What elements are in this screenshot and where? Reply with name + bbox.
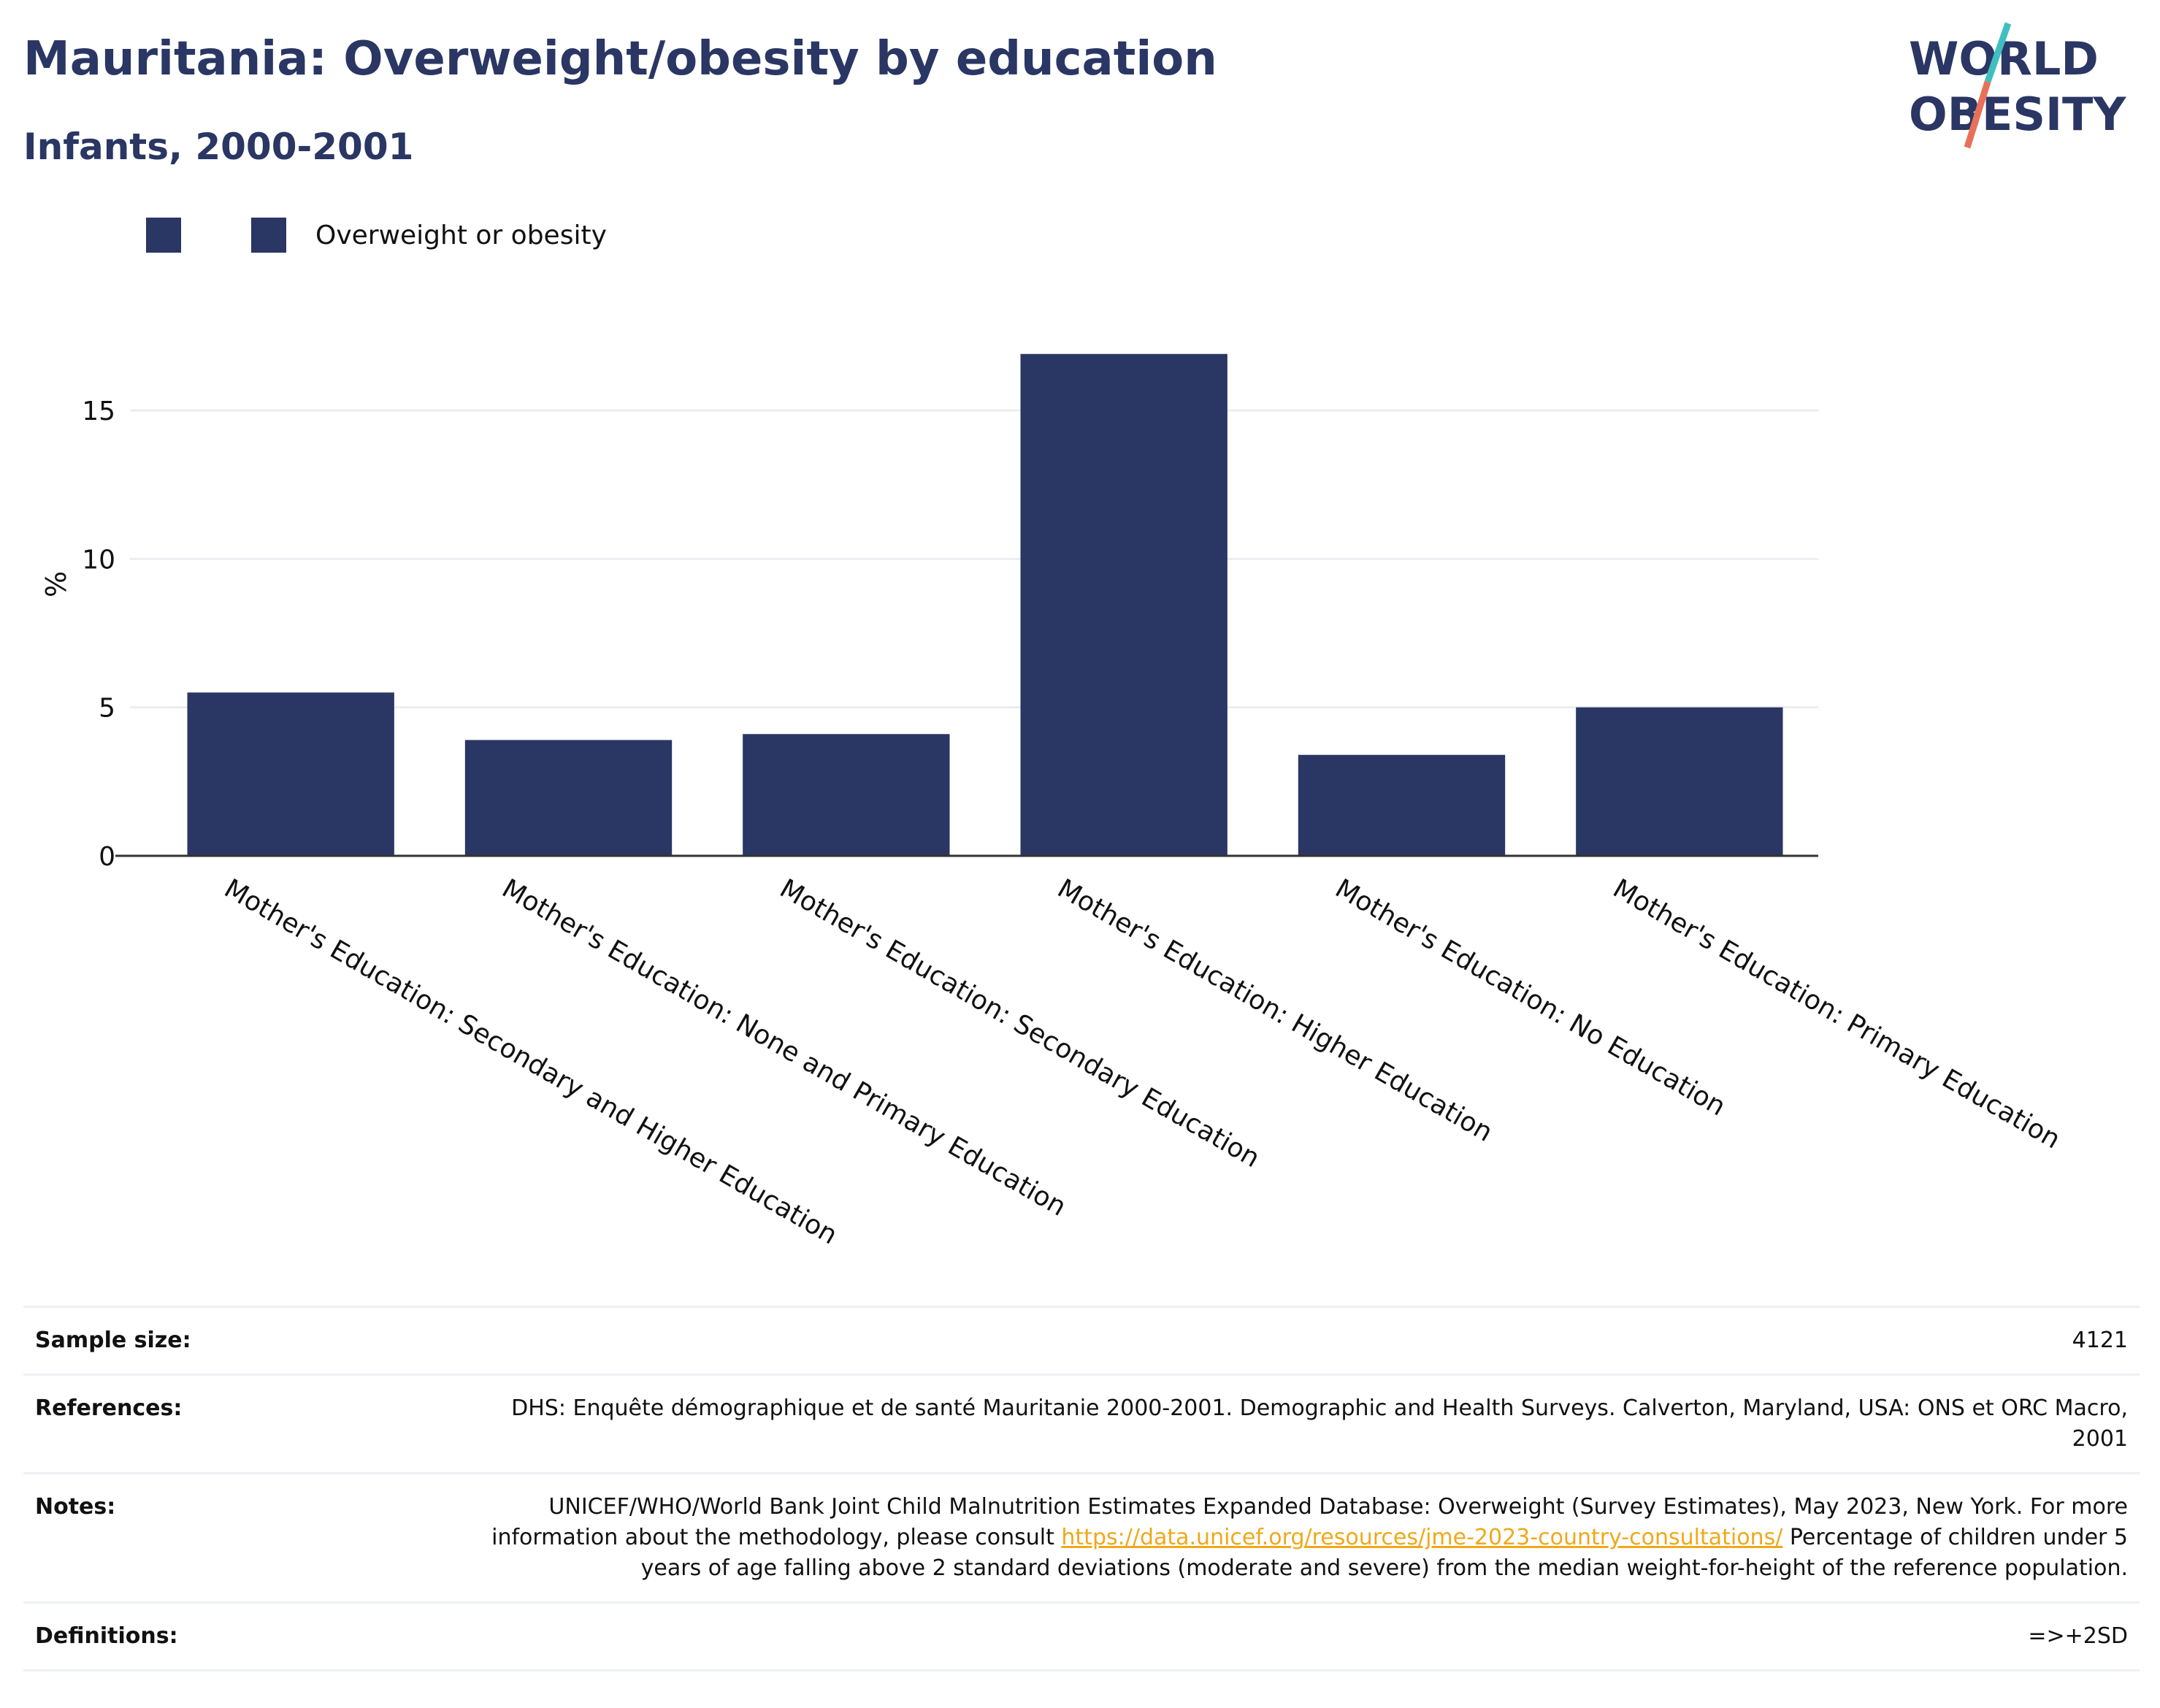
bars bbox=[115, 353, 1818, 857]
y-tick-label: 0 bbox=[99, 842, 115, 872]
y-tick-label: 5 bbox=[99, 694, 115, 724]
legend-swatch bbox=[251, 218, 286, 253]
logo-line2: OBESITY bbox=[1909, 88, 2126, 141]
info-table: Sample size: 4121 References: DHS: Enquê… bbox=[23, 1306, 2140, 1671]
x-tick-labels: Mother's Education: Secondary and Higher… bbox=[219, 873, 2065, 1250]
references-label: References: bbox=[23, 1374, 456, 1474]
definitions-label: Definitions: bbox=[23, 1601, 456, 1671]
logo-slash-coral bbox=[1964, 80, 1991, 149]
notes-row: Notes: UNICEF/WHO/World Bank Joint Child… bbox=[23, 1472, 2140, 1603]
sample-size-row: Sample size: 4121 bbox=[23, 1306, 2140, 1375]
bar[interactable] bbox=[187, 692, 394, 856]
notes-label: Notes: bbox=[23, 1472, 456, 1603]
notes-value: UNICEF/WHO/World Bank Joint Child Malnut… bbox=[456, 1472, 2140, 1603]
bar[interactable] bbox=[1020, 353, 1228, 856]
x-tick-label: Mother's Education: Secondary Education bbox=[775, 873, 1265, 1173]
bar[interactable] bbox=[743, 734, 950, 856]
bar[interactable] bbox=[1298, 754, 1506, 856]
x-tick-label: Mother's Education: Primary Education bbox=[1608, 873, 2065, 1154]
legend-label: Overweight or obesity bbox=[315, 220, 607, 250]
y-tick-labels: 0 5 10 15 bbox=[82, 397, 115, 872]
y-tick-label: 15 bbox=[82, 397, 115, 426]
sample-size-label: Sample size: bbox=[23, 1306, 456, 1375]
gridlines bbox=[130, 409, 1818, 709]
definitions-row: Definitions: =>+2SD bbox=[23, 1601, 2140, 1671]
x-tick-label: Mother's Education: None and Primary Edu… bbox=[497, 873, 1071, 1222]
x-tick-label: Mother's Education: Secondary and Higher… bbox=[219, 873, 842, 1250]
sample-size-value: 4121 bbox=[456, 1306, 2140, 1375]
chart-legend: Overweight or obesity bbox=[146, 216, 607, 254]
y-tick-label: 10 bbox=[82, 545, 115, 575]
notes-link[interactable]: https://data.unicef.org/resources/jme-20… bbox=[1061, 1525, 1783, 1550]
x-tick-label: Mother's Education: Higher Education bbox=[1052, 873, 1498, 1148]
bar[interactable] bbox=[1576, 707, 1783, 856]
references-row: References: DHS: Enquête démographique e… bbox=[23, 1374, 2140, 1474]
y-axis-label: % bbox=[39, 571, 71, 597]
bar[interactable] bbox=[464, 740, 673, 856]
notes-text: UNICEF/WHO/World Bank Joint Child Malnut… bbox=[491, 1494, 2128, 1550]
bar-chart: 0 5 10 15 Mother's Education: Secondary and… bbox=[39, 353, 2065, 1251]
world-obesity-logo: WORLD OBESITY bbox=[1909, 22, 2126, 149]
references-value: DHS: Enquête démographique et de santé M… bbox=[456, 1374, 2140, 1474]
logo-slash-teal bbox=[1984, 22, 2012, 83]
chart-subtitle: Infants, 2000-2001 bbox=[23, 126, 414, 168]
definitions-value: =>+2SD bbox=[456, 1601, 2140, 1671]
chart-title: Mauritania: Overweight/obesity by educat… bbox=[23, 32, 1217, 86]
legend-swatch bbox=[146, 218, 181, 253]
notes-text-2: Percentage of children under 5 years of … bbox=[640, 1525, 2128, 1581]
